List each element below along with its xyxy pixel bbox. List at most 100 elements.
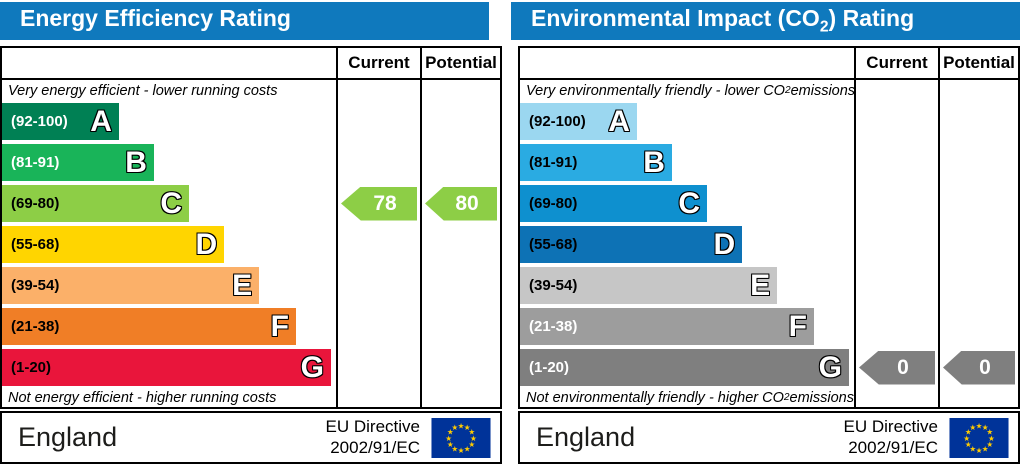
band-letter: E (232, 269, 253, 302)
environmental-panel-title: Environmental Impact (CO2) Rating (531, 5, 915, 36)
svg-text:★: ★ (447, 427, 454, 436)
top-label-row: Very energy efficient - lower running co… (2, 80, 500, 101)
band-letter: C (678, 187, 701, 220)
svg-text:★: ★ (451, 444, 458, 453)
band-row: (55-68) D (2, 224, 500, 265)
bottom-label-row: Not environmentally friendly - higher CO… (520, 388, 1018, 407)
bottom-label: Not energy efficient - higher running co… (8, 389, 277, 406)
svg-text:★: ★ (451, 423, 458, 432)
svg-text:★: ★ (965, 427, 972, 436)
band-bar-f: (21-38) F (520, 308, 814, 345)
svg-text:★: ★ (464, 444, 471, 453)
svg-text:★: ★ (986, 440, 993, 449)
band-range-label: (81-91) (529, 154, 578, 171)
band-bar-a: (92-100) A (520, 103, 637, 140)
svg-text:★: ★ (963, 433, 970, 442)
band-bar-c: (69-80) C (520, 185, 708, 222)
eu-flag-icon: ★ ★ ★★ ★★ ★★ ★★ ★★ (431, 417, 491, 458)
band-letter: F (788, 310, 807, 343)
band-range-label: (1-20) (529, 359, 570, 376)
svg-text:★: ★ (458, 446, 465, 455)
band-range-label: (92-100) (529, 113, 586, 130)
energy-panel-header: Energy Efficiency Rating (0, 2, 489, 40)
band-range-label: (92-100) (11, 113, 68, 130)
environmental-panel-footer: England EU Directive 2002/91/EC ★ ★ ★ ★ ★ ★… (518, 411, 1020, 464)
band-range-label: (81-91) (11, 154, 60, 171)
band-row: (81-91) B (2, 142, 500, 183)
svg-text:★: ★ (976, 421, 983, 430)
svg-text:★: ★ (982, 423, 989, 432)
band-range-label: (1-20) (11, 359, 52, 376)
svg-text:★: ★ (969, 444, 976, 453)
eu-directive-label: EU Directive 2002/91/EC (843, 417, 938, 457)
svg-text:★: ★ (447, 440, 454, 449)
band-row: (55-68) D (520, 224, 1018, 265)
svg-text:★: ★ (458, 421, 465, 430)
band-letter: G (300, 351, 324, 384)
current-rating-arrow: 78 (341, 186, 417, 221)
column-header-current: Current (854, 48, 938, 78)
svg-text:★: ★ (468, 427, 475, 436)
svg-text:★: ★ (986, 427, 993, 436)
band-letter: B (643, 146, 665, 179)
band-range-label: (39-54) (529, 277, 578, 294)
svg-text:★: ★ (965, 440, 972, 449)
band-range-label: (21-38) (11, 318, 60, 335)
environmental-rating-table: Current Potential Very environmentally f… (518, 46, 1020, 409)
column-header-potential: Potential (938, 48, 1018, 78)
band-row: (92-100) A (520, 101, 1018, 142)
band-letter: C (160, 187, 183, 220)
band-row: (39-54) E (520, 265, 1018, 306)
svg-text:★: ★ (464, 423, 471, 432)
band-bar-g: (1-20) G (2, 349, 331, 386)
top-label: Very energy efficient - lower running co… (8, 82, 278, 99)
energy-panel-footer: England EU Directive 2002/91/EC ★ ★ ★ ★ ★ ★… (0, 411, 502, 464)
band-row: (21-38) F (2, 306, 500, 347)
band-letter: E (750, 269, 771, 302)
band-range-label: (55-68) (11, 236, 60, 253)
band-row: (1-20) G 0 0 (520, 347, 1018, 388)
top-label-row: Very environmentally friendly - lower CO… (520, 80, 1018, 101)
band-letter: D (713, 228, 736, 261)
band-letter: B (125, 146, 147, 179)
column-header-potential: Potential (420, 48, 500, 78)
band-bar-d: (55-68) D (520, 226, 743, 263)
energy-panel-title: Energy Efficiency Rating (20, 5, 291, 32)
bottom-label: Not environmentally friendly - higher CO… (526, 389, 854, 406)
eu-directive-label: EU Directive 2002/91/EC (325, 417, 420, 457)
band-row: (92-100) A (2, 101, 500, 142)
bottom-label-row: Not energy efficient - higher running co… (2, 388, 500, 407)
potential-rating-arrow: 80 (425, 186, 497, 221)
band-bar-c: (69-80) C (2, 185, 190, 222)
svg-text:★: ★ (468, 440, 475, 449)
band-row: (69-80) C 78 80 (2, 183, 500, 224)
band-letter: F (270, 310, 289, 343)
environmental-panel-header: Environmental Impact (CO2) Rating (511, 2, 1020, 40)
band-row: (39-54) E (2, 265, 500, 306)
energy-efficiency-panel: Energy Efficiency Rating Current Potenti… (0, 2, 502, 464)
band-range-label: (21-38) (529, 318, 578, 335)
band-bar-e: (39-54) E (2, 267, 260, 304)
column-header-current: Current (336, 48, 420, 78)
band-letter: A (90, 105, 112, 138)
band-bar-g: (1-20) G (520, 349, 849, 386)
band-letter: G (818, 351, 842, 384)
svg-text:★: ★ (976, 446, 983, 455)
energy-rating-table: Current Potential Very energy efficient … (0, 46, 502, 409)
band-range-label: (39-54) (11, 277, 60, 294)
band-bar-b: (81-91) B (520, 144, 672, 181)
region-label: England (536, 422, 636, 452)
environmental-impact-panel: Environmental Impact (CO2) Rating Curren… (511, 2, 1020, 464)
band-row: (21-38) F (520, 306, 1018, 347)
eu-flag-icon: ★ ★ ★★ ★★ ★★ ★★ ★★ (949, 417, 1009, 458)
svg-text:★: ★ (445, 433, 452, 442)
svg-text:★: ★ (988, 433, 995, 442)
band-bar-e: (39-54) E (520, 267, 778, 304)
region-label: England (18, 422, 118, 452)
band-bar-d: (55-68) D (2, 226, 225, 263)
svg-text:★: ★ (982, 444, 989, 453)
band-letter: A (608, 105, 630, 138)
band-range-label: (69-80) (11, 195, 60, 212)
current-rating-arrow: 0 (859, 350, 935, 385)
